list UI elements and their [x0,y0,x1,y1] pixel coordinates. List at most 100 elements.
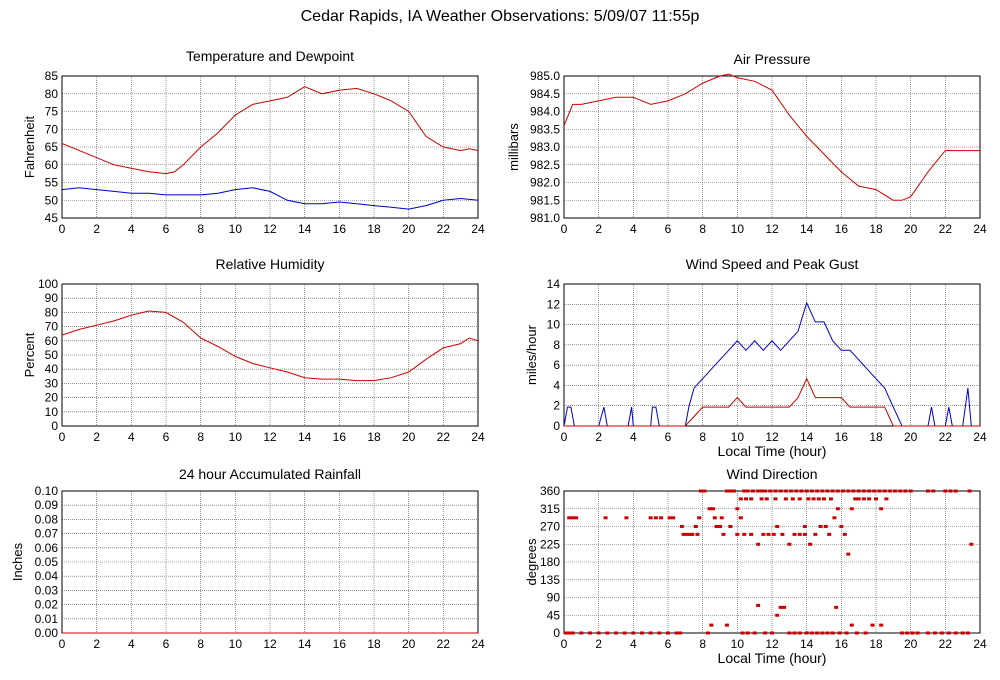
winddir-point [752,631,757,635]
winddir-point [783,497,788,501]
temp-ytick-label: 70 [45,122,59,136]
winddir-point [759,497,764,501]
rain-xtick-label: 20 [402,637,416,651]
winddir-point [809,489,814,493]
wind-ytick-label: 0 [553,419,560,433]
winddir-point [702,489,707,493]
pressure-ytick-label: 982.5 [530,158,560,172]
temp-xtick-label: 10 [229,222,243,236]
rain-ytick-label: 0.07 [35,527,59,541]
winddir-ytick-label: 180 [540,555,560,569]
wind-xtick-label: 0 [561,430,568,444]
wind-ytick-label: 4 [553,378,560,392]
humidity-ytick-label: 50 [45,348,59,362]
winddir-point [648,516,653,520]
temp-plot-frame [61,75,479,219]
winddir-point [882,489,887,493]
rain-xtick-label: 12 [263,637,277,651]
winddir-point [844,631,849,635]
winddir-point [825,631,830,635]
winddir-point [567,631,572,635]
wind-title: Wind Speed and Peak Gust [686,256,859,272]
winddir-point [719,516,724,520]
winddir-ytick-label: 225 [540,537,560,551]
wind-xtick-label: 8 [699,430,706,444]
humidity-ytick-label: 10 [45,405,59,419]
winddir-point [749,532,754,536]
rain-xtick-label: 0 [59,637,66,651]
winddir-point [834,605,839,609]
temp-ytick-label: 80 [45,87,59,101]
winddir-xtick-label: 24 [973,637,987,651]
winddir-point [813,532,818,536]
winddir-point [804,489,809,493]
winddir-point [808,542,813,546]
rain-ytick-label: 0.00 [35,626,59,640]
winddir-point [799,489,804,493]
winddir-point [614,631,618,635]
winddir-point [728,489,733,493]
winddir-point [884,497,889,501]
winddir-point [893,489,898,493]
temp-ytick-label: 75 [45,105,59,119]
pressure-xtick-label: 20 [904,222,918,236]
winddir-point [797,631,802,635]
humidity-ytick-label: 40 [45,362,59,376]
winddir-point [818,525,823,528]
winddir-point [830,489,835,493]
humidity-xtick-label: 18 [367,430,381,444]
pressure-xtick-label: 6 [665,222,672,236]
wind-xtick-label: 16 [835,430,849,444]
rain-ytick-label: 0.10 [35,484,59,498]
winddir-point [903,489,908,493]
temp-xtick-label: 6 [163,222,170,236]
rain-xtick-label: 16 [333,637,347,651]
temp-xtick-label: 0 [59,222,66,236]
winddir-point [740,631,745,635]
winddir-point [768,489,773,493]
winddir-point [790,497,795,501]
winddir-point [624,516,629,520]
humidity-xtick-label: 2 [93,430,100,444]
winddir-ytick-label: 135 [540,573,560,587]
winddir-point [967,489,972,493]
winddir-point [816,497,821,501]
winddir-point [731,489,736,493]
winddir-point [867,489,872,493]
winddir-point [787,631,792,635]
winddir-point [711,507,716,511]
winddir-xtick-label: 18 [869,637,883,651]
temp-xtick-label: 16 [333,222,347,236]
rain-xtick-label: 18 [367,637,381,651]
winddir-point [693,525,698,528]
winddir-point [759,489,764,493]
rain-xtick-label: 8 [197,637,204,651]
wind-xtick-label: 6 [665,430,672,444]
winddir-point [863,631,868,635]
winddir-point [657,631,662,635]
humidity-xtick-label: 14 [298,430,312,444]
winddir-point [794,489,799,493]
wind-xtick-label: 18 [869,430,883,444]
winddir-point [953,631,958,635]
winddir-point [718,525,722,528]
pressure-ytick-label: 983.0 [530,140,560,154]
humidity-ytick-label: 0 [51,419,58,433]
pressure-title: Air Pressure [733,51,810,67]
winddir-point [695,532,700,536]
humidity-xtick-label: 6 [163,430,170,444]
winddir-point [806,497,811,501]
rain-xtick-label: 10 [229,637,243,651]
winddir-xtick-label: 6 [665,637,672,651]
pressure-xtick-label: 18 [869,222,883,236]
winddir-point [667,516,672,520]
rain-title: 24 hour Accumulated Rainfall [179,466,361,482]
wind-xtick-label: 22 [939,430,953,444]
winddir-point [797,497,802,501]
winddir-point [678,631,683,635]
winddir-point [861,497,866,501]
winddir-point [854,631,859,635]
humidity-xtick-label: 24 [471,430,485,444]
